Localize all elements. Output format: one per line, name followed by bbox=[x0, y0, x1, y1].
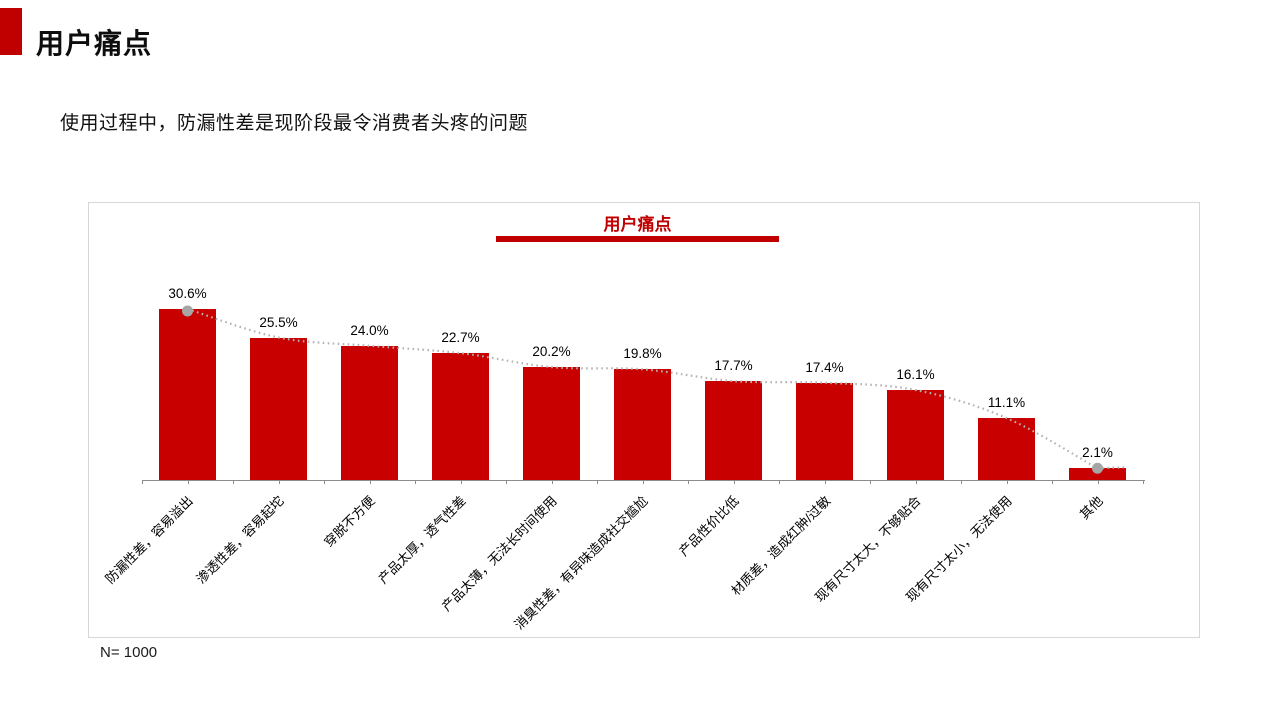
plot-area: 30.6% 防漏性差，容易溢出 25.5% 渗透性差，容易起坨 24.0% 穿脱不方便 22… bbox=[89, 203, 1199, 637]
chart-title-underline bbox=[496, 236, 779, 242]
bar bbox=[341, 345, 398, 480]
x-axis-tick bbox=[187, 480, 189, 484]
x-axis-tick bbox=[688, 480, 689, 484]
bar bbox=[1069, 468, 1126, 480]
bar bbox=[614, 369, 671, 480]
subtitle: 使用过程中，防漏性差是现阶段最令消费者头疼的问题 bbox=[60, 113, 529, 134]
x-axis-tick bbox=[1097, 480, 1099, 484]
bar-value-label: 30.6% bbox=[168, 285, 207, 301]
trend-line-marker-last bbox=[1092, 462, 1103, 474]
x-axis-tick bbox=[551, 480, 553, 484]
x-axis-tick bbox=[460, 480, 462, 484]
bar-value-label: 16.1% bbox=[896, 367, 935, 382]
bar bbox=[523, 367, 580, 480]
x-axis-tick bbox=[324, 480, 325, 484]
bar-value-label: 17.7% bbox=[714, 358, 753, 374]
bar bbox=[432, 353, 489, 480]
chart-panel: 用户痛点 30.6% 防漏性差，容易溢出 25.5% 渗透性差，容易起坨 24.0% 穿脱… bbox=[88, 202, 1200, 638]
x-axis-tick bbox=[415, 480, 416, 484]
x-axis-tick bbox=[233, 480, 234, 484]
x-axis-tick bbox=[824, 480, 826, 484]
x-axis-line bbox=[142, 480, 1145, 481]
bar bbox=[887, 390, 944, 480]
x-axis-tick bbox=[961, 480, 962, 484]
bar bbox=[978, 418, 1035, 480]
trend-line-marker-first bbox=[182, 305, 193, 317]
sample-size-note: N= 1000 bbox=[100, 644, 158, 661]
bar-value-label: 22.7% bbox=[441, 330, 480, 346]
x-axis-tick bbox=[733, 480, 735, 484]
bar bbox=[705, 381, 762, 480]
chart-title: 用户痛点 bbox=[603, 215, 672, 234]
bar-value-label: 2.1% bbox=[1082, 445, 1113, 461]
x-axis-tick bbox=[506, 480, 507, 484]
x-axis-tick bbox=[870, 480, 871, 484]
bar bbox=[250, 337, 307, 480]
bar-value-label: 19.8% bbox=[623, 346, 662, 362]
x-axis-tick bbox=[642, 480, 644, 484]
page-title: 用户痛点 bbox=[36, 28, 153, 59]
x-axis-tick bbox=[1052, 480, 1053, 484]
x-axis-tick bbox=[1006, 480, 1008, 484]
trend-line bbox=[187, 307, 1125, 470]
x-axis-tick bbox=[915, 480, 917, 484]
x-axis-tick bbox=[369, 480, 371, 484]
accent-bar bbox=[0, 8, 22, 55]
x-axis-tick bbox=[597, 480, 598, 484]
x-axis-tick bbox=[1143, 480, 1144, 484]
bar-value-label: 11.1% bbox=[987, 395, 1026, 410]
x-axis-tick bbox=[779, 480, 780, 484]
x-axis-tick bbox=[278, 480, 280, 484]
trend-line-layer bbox=[182, 305, 1125, 474]
x-axis-tick bbox=[142, 480, 143, 484]
bar-value-label: 24.0% bbox=[350, 322, 389, 338]
bar bbox=[796, 382, 853, 480]
bar bbox=[159, 308, 216, 480]
bar-value-label: 17.4% bbox=[805, 359, 844, 375]
bar-value-label: 25.5% bbox=[259, 314, 298, 330]
bar-value-label: 20.2% bbox=[532, 344, 571, 360]
